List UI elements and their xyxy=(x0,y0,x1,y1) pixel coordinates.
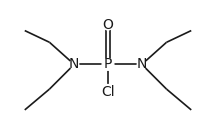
Circle shape xyxy=(137,60,146,69)
Text: Cl: Cl xyxy=(101,85,115,99)
Circle shape xyxy=(102,59,114,70)
Text: N: N xyxy=(137,57,147,71)
Circle shape xyxy=(103,21,113,30)
Circle shape xyxy=(70,60,79,69)
Text: N: N xyxy=(69,57,79,71)
Text: O: O xyxy=(103,18,113,32)
Circle shape xyxy=(100,85,116,100)
Text: P: P xyxy=(104,57,112,71)
